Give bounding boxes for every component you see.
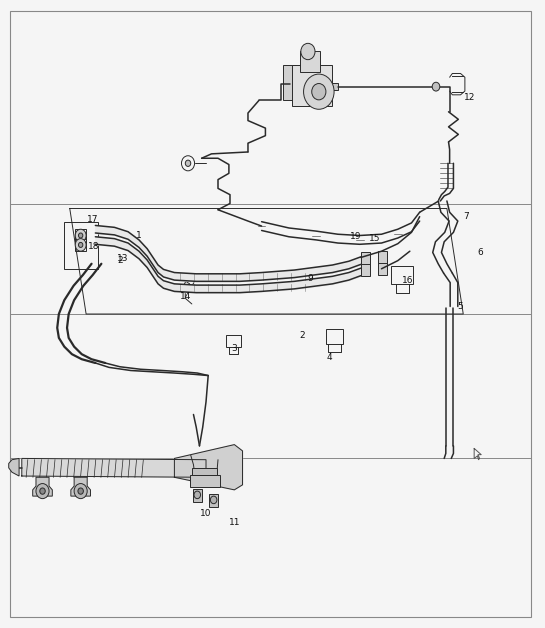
Bar [226,335,241,347]
Bar [75,229,86,242]
Bar [192,468,217,475]
Text: 5: 5 [458,302,463,311]
Circle shape [75,239,86,251]
Bar [292,65,332,106]
Text: 6: 6 [478,248,483,257]
Polygon shape [174,445,243,490]
Bar [300,51,320,72]
Circle shape [36,484,49,499]
Text: 16: 16 [402,276,414,285]
Circle shape [210,496,217,504]
Polygon shape [283,65,305,100]
Text: 1: 1 [136,231,142,240]
Text: 2: 2 [117,256,123,265]
Text: 17: 17 [87,215,99,224]
Bar [391,266,413,284]
Circle shape [78,233,83,238]
Polygon shape [33,477,52,496]
Bar [361,252,370,265]
Text: 7: 7 [463,212,469,220]
Bar [361,264,370,276]
Circle shape [301,43,315,60]
Circle shape [75,229,86,242]
Circle shape [78,488,83,494]
Text: 15: 15 [369,234,381,243]
Bar [209,494,218,507]
Polygon shape [22,458,206,477]
Text: 2: 2 [300,332,305,340]
Circle shape [78,242,83,247]
Text: 10: 10 [200,509,212,518]
Text: 19: 19 [349,232,361,241]
Circle shape [304,74,334,109]
Circle shape [74,484,87,499]
Bar [378,251,387,264]
Bar [330,83,338,90]
Text: 9: 9 [308,274,313,283]
Text: 4: 4 [327,354,332,362]
Text: 18: 18 [88,242,100,251]
Bar [378,263,387,275]
Circle shape [312,84,326,100]
Text: 11: 11 [228,518,240,527]
Circle shape [185,160,191,166]
Circle shape [40,488,45,494]
Polygon shape [9,458,19,476]
Bar [193,489,202,502]
Bar [75,239,86,251]
Text: 14: 14 [180,292,191,301]
Circle shape [194,491,201,499]
Bar [326,329,343,344]
Text: 3: 3 [232,344,237,353]
Bar [190,475,220,487]
Polygon shape [71,477,90,496]
Text: 13: 13 [117,254,129,263]
Bar [64,222,98,269]
Text: 12: 12 [464,94,475,102]
Circle shape [432,82,440,91]
